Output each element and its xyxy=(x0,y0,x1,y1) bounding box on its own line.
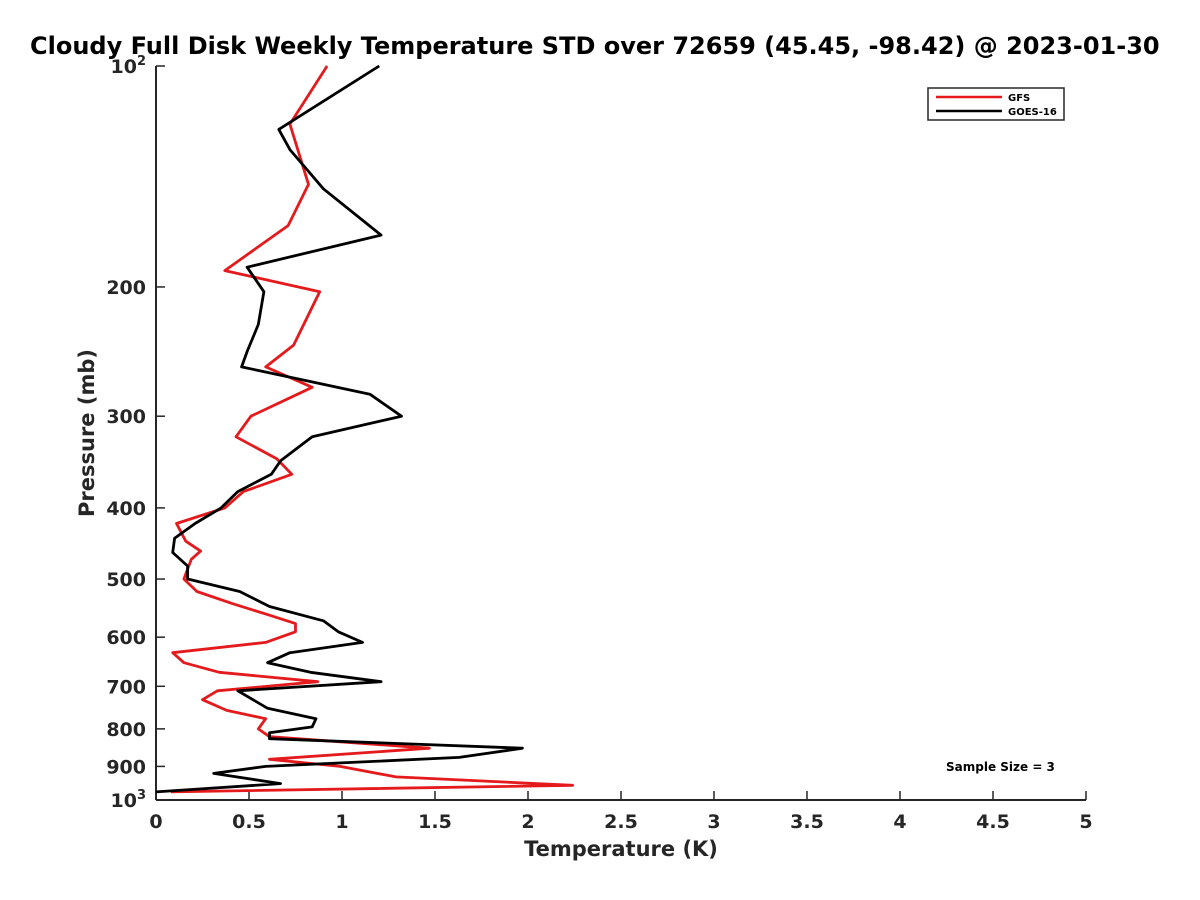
legend-label-gfs: GFS xyxy=(1008,93,1030,104)
y-axis-ticks: 102 200 300 400 500 600 700 800 900 103 xyxy=(106,54,165,812)
x-axis-ticks: 0 0.5 1 1.5 2 2.5 3 3.5 4 4.5 5 xyxy=(149,791,1093,833)
y-tick-label: 500 xyxy=(106,569,146,591)
series-line-gfs xyxy=(170,65,574,794)
plot-axes xyxy=(155,66,1086,801)
x-tick-label: 0.5 xyxy=(232,811,266,833)
y-tick-label: 800 xyxy=(106,719,146,741)
y-tick-label: 103 xyxy=(111,788,147,812)
x-tick-label: 3 xyxy=(707,811,720,833)
x-tick-label: 1 xyxy=(335,811,348,833)
x-tick-label: 1.5 xyxy=(418,811,452,833)
x-tick-label: 5 xyxy=(1079,811,1092,833)
x-tick-label: 2 xyxy=(521,811,534,833)
x-tick-label: 0 xyxy=(149,811,162,833)
legend-label-goes-16: GOES-16 xyxy=(1008,107,1057,118)
series-lines xyxy=(155,64,574,794)
sample-size-annotation: Sample Size = 3 xyxy=(946,760,1055,774)
x-tick-label: 4.5 xyxy=(976,811,1010,833)
y-tick-label: 700 xyxy=(106,676,146,698)
y-tick-label: 300 xyxy=(106,406,146,428)
x-tick-label: 3.5 xyxy=(790,811,824,833)
chart-title: Cloudy Full Disk Weekly Temperature STD … xyxy=(30,32,1160,60)
y-tick-label: 900 xyxy=(106,756,146,778)
y-tick-label: 102 xyxy=(111,54,147,78)
x-tick-label: 2.5 xyxy=(604,811,638,833)
y-tick-label: 200 xyxy=(106,277,146,299)
x-tick-label: 4 xyxy=(893,811,906,833)
legend-box xyxy=(927,87,1065,121)
legend: GFS GOES-16 xyxy=(927,87,1065,121)
y-tick-label: 400 xyxy=(106,498,146,520)
y-axis-label: Pressure (mb) xyxy=(75,349,99,517)
series-line-goes-16 xyxy=(155,64,524,794)
x-axis-label: Temperature (K) xyxy=(524,837,718,861)
y-tick-label: 600 xyxy=(106,627,146,649)
